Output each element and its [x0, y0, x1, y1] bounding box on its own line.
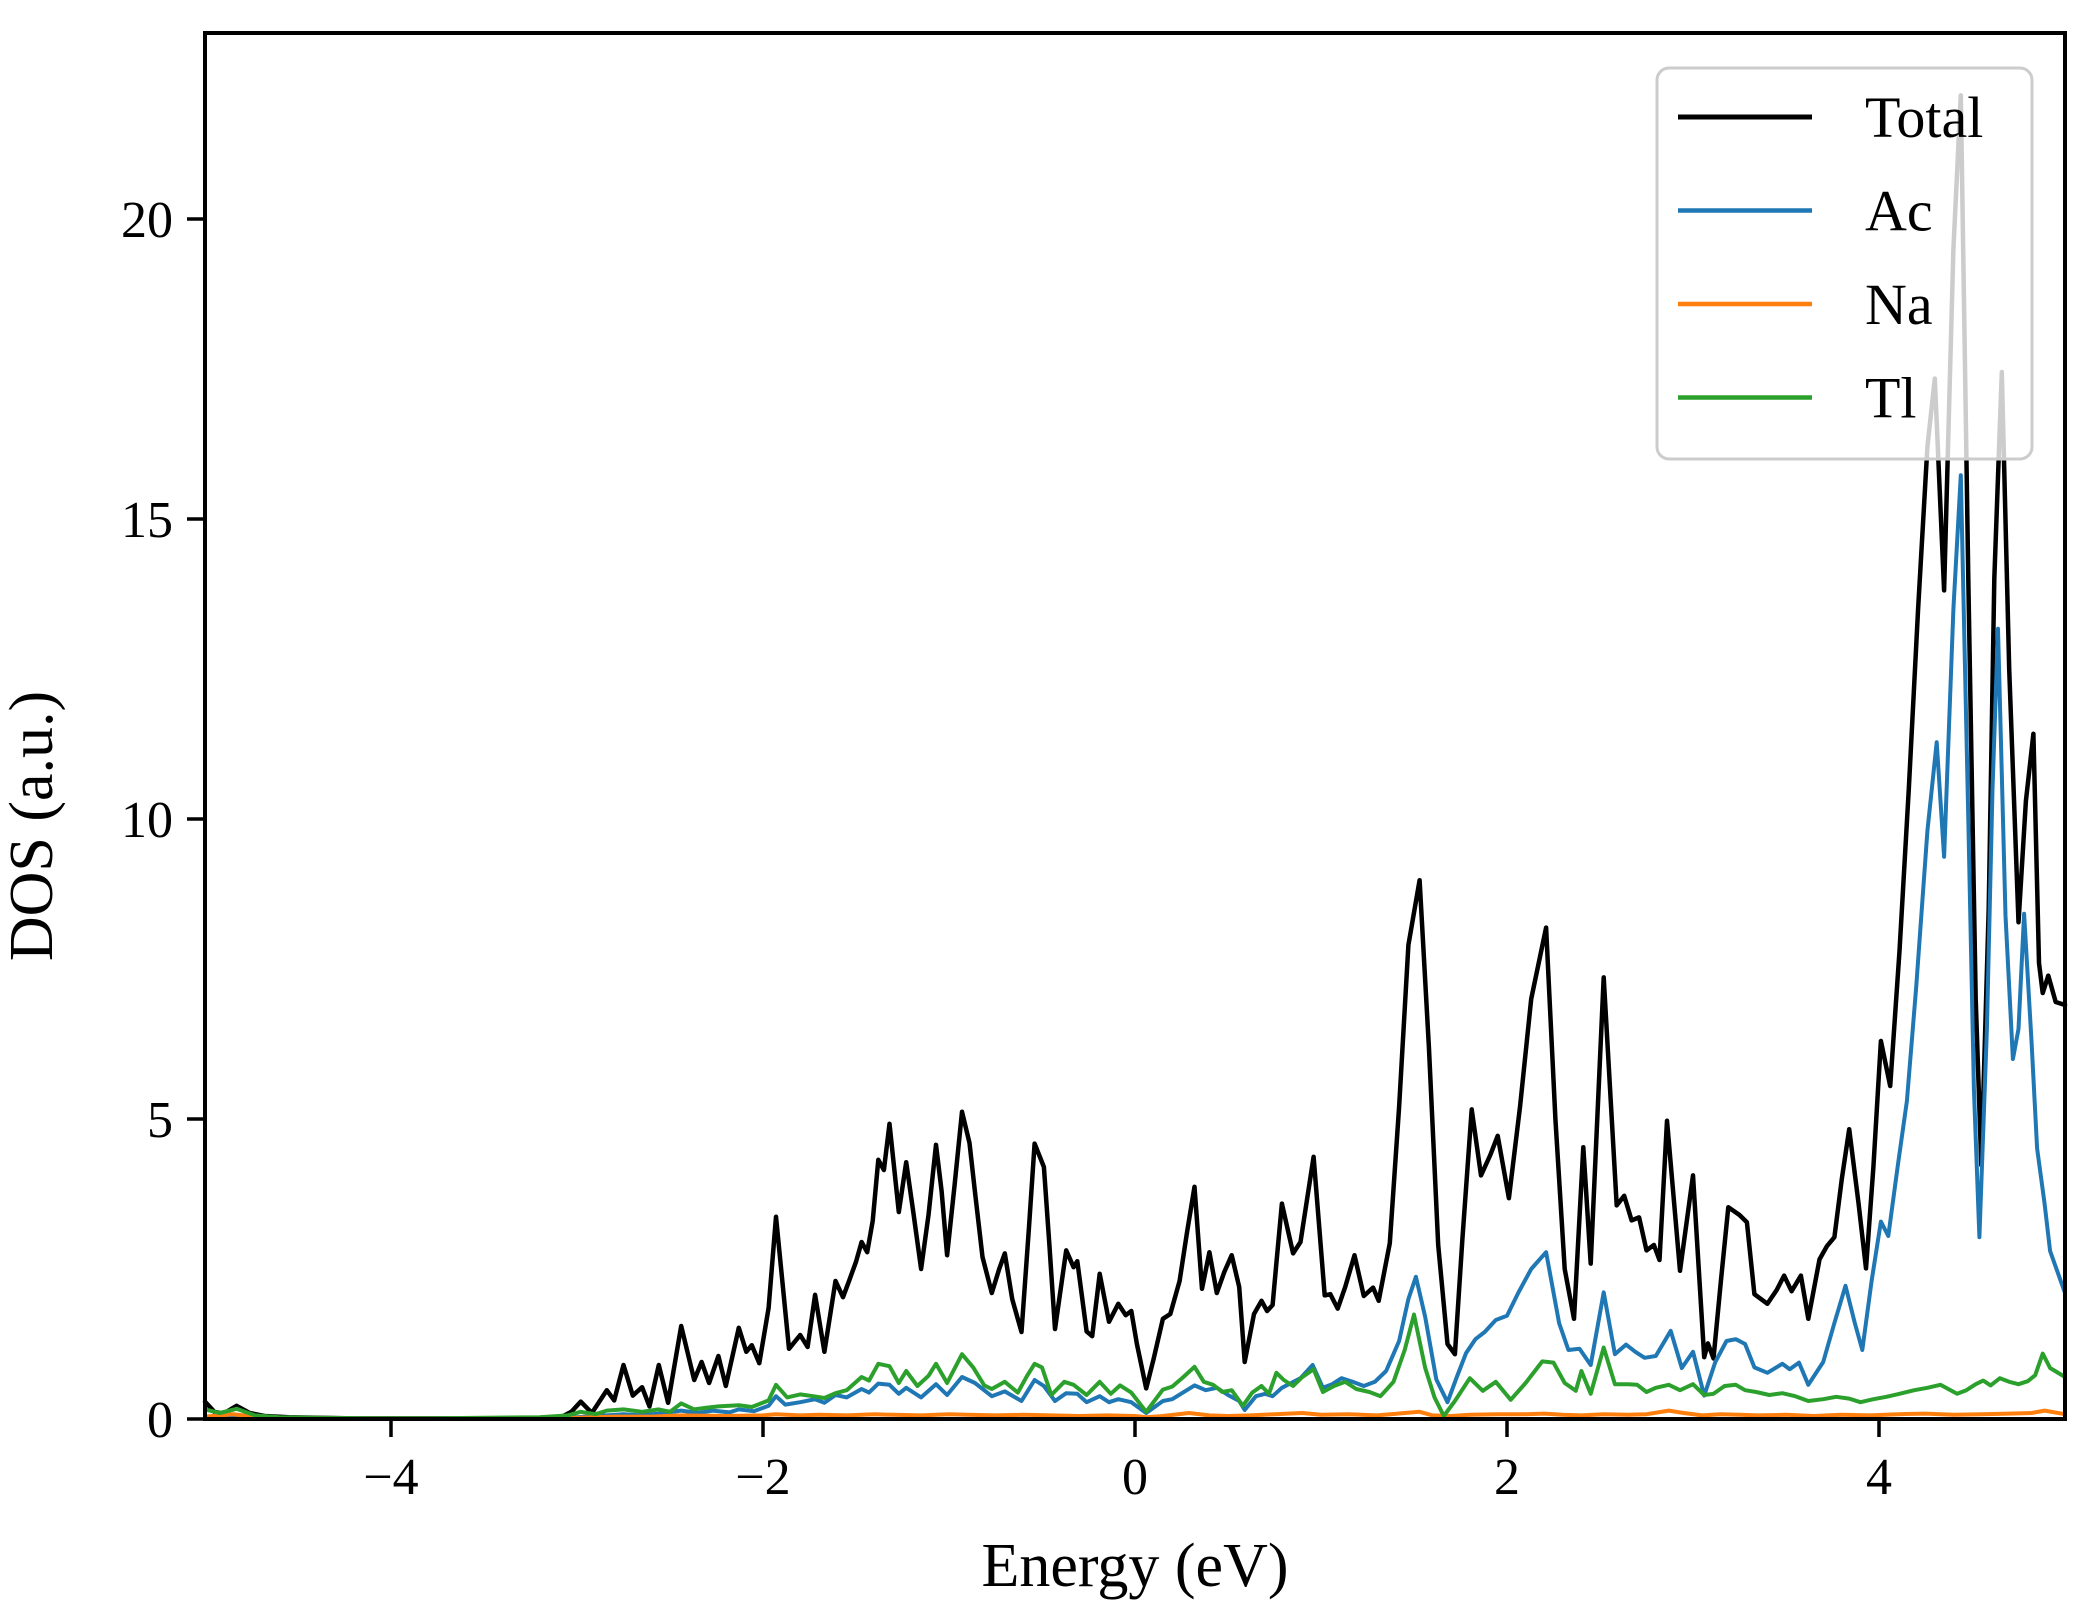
y-tick-label: 15	[121, 492, 173, 549]
series-layer	[202, 93, 2068, 1421]
y-tick-label: 5	[147, 1092, 173, 1149]
y-tick-label: 0	[147, 1392, 173, 1449]
legend-box	[1655, 66, 2034, 461]
legend-label-na: Na	[1865, 272, 1933, 337]
x-tick-label: −2	[735, 1449, 790, 1506]
y-axis-label: DOS (a.u.)	[0, 691, 66, 961]
series-line-total	[202, 93, 2068, 1421]
y-tick-label: 20	[121, 192, 173, 249]
x-axis-label: Energy (eV)	[981, 1532, 1288, 1600]
legend-label-ac: Ac	[1865, 179, 1933, 244]
x-tick-label: 0	[1122, 1449, 1148, 1506]
x-tick-label: 4	[1866, 1449, 1892, 1506]
series-line-tl	[203, 1312, 2067, 1421]
series-line-na	[203, 1408, 2067, 1421]
y-tick-label: 10	[121, 792, 173, 849]
series-line-ac	[203, 473, 2067, 1421]
x-tick-label: −4	[363, 1449, 418, 1506]
legend-label-total: Total	[1865, 85, 1983, 150]
legend-label-tl: Tl	[1865, 366, 1917, 431]
legend: Total Ac Na Tl	[1655, 66, 2034, 461]
ticks-layer: −4 −2 0 2 4 0 5 10 15 20	[121, 192, 1892, 1506]
x-tick-label: 2	[1494, 1449, 1520, 1506]
